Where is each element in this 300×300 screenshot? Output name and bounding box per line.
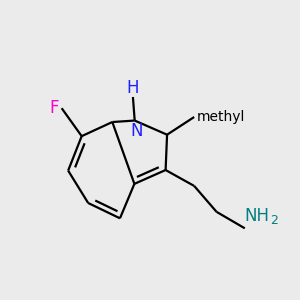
Text: N: N [130, 122, 142, 140]
Text: 2: 2 [270, 214, 278, 226]
Text: methyl: methyl [197, 110, 245, 124]
Text: F: F [49, 99, 59, 117]
Text: H: H [127, 79, 139, 97]
Text: NH: NH [245, 207, 270, 225]
